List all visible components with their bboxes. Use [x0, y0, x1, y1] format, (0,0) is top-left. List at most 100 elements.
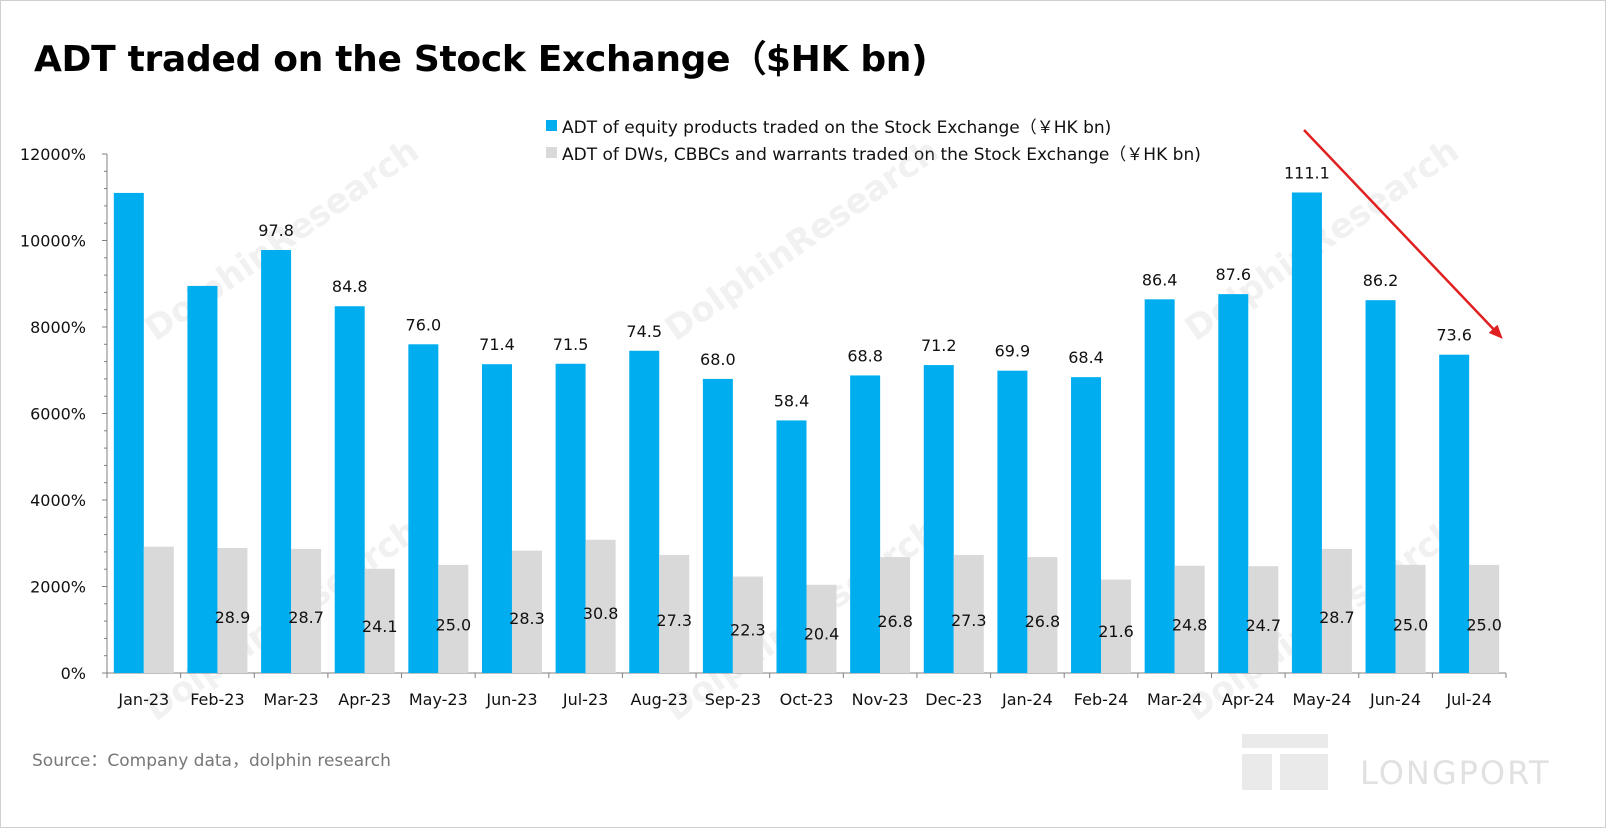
- data-label-equity: 84.8: [332, 277, 368, 296]
- legend-item-equity: ADT of equity products traded on the Sto…: [546, 112, 1201, 139]
- legend: ADT of equity products traded on the Sto…: [546, 112, 1201, 166]
- bar-warrants: [1248, 566, 1279, 673]
- data-label-equity: 68.0: [700, 350, 736, 369]
- data-label-warrants: 22.3: [730, 621, 766, 640]
- bar-equity: [113, 192, 144, 674]
- y-tick-label: 6000%: [30, 405, 86, 424]
- data-label-warrants: 28.7: [288, 608, 324, 627]
- y-tick-label: 2000%: [30, 578, 86, 597]
- bar-warrants: [364, 568, 395, 673]
- bar-equity: [997, 370, 1028, 673]
- x-tick-label: Jul-24: [1445, 690, 1491, 709]
- data-label-equity: 68.8: [847, 346, 883, 365]
- x-tick-label: Mar-23: [263, 690, 318, 709]
- trend-arrow: [1303, 129, 1503, 339]
- data-label-warrants: 26.8: [1025, 612, 1061, 631]
- x-tick-label: Sep-23: [705, 690, 761, 709]
- data-label-warrants: 30.8: [583, 604, 619, 623]
- y-tick-label: 8000%: [30, 318, 86, 337]
- longport-logo-icon: [1242, 734, 1328, 790]
- bar-equity: [702, 378, 733, 673]
- bar-equity: [261, 250, 292, 673]
- bar-warrants: [585, 539, 616, 673]
- bar-warrants: [291, 548, 322, 673]
- data-label-warrants: 24.1: [362, 617, 398, 636]
- chart-title: ADT traded on the Stock Exchange（$HK bn): [34, 39, 928, 80]
- legend-label-equity: ADT of equity products traded on the Sto…: [562, 118, 1112, 138]
- bar-equity: [555, 363, 586, 673]
- bar-equity: [408, 344, 439, 673]
- bar-warrants: [511, 550, 542, 673]
- x-tick-label: Apr-24: [1222, 690, 1275, 709]
- legend-swatch-equity: [546, 120, 557, 131]
- x-tick-label: Jan-24: [1001, 690, 1053, 709]
- bar-warrants: [659, 554, 690, 673]
- data-label-warrants: 28.7: [1319, 608, 1355, 627]
- x-tick-label: Oct-23: [780, 690, 834, 709]
- y-tick-label: 4000%: [30, 491, 86, 510]
- bar-warrants: [1174, 565, 1205, 673]
- bar-warrants: [880, 557, 911, 673]
- longport-logo: LONGPORT: [1360, 754, 1551, 792]
- bar-equity: [1218, 294, 1249, 673]
- bar-warrants: [1469, 564, 1500, 673]
- source-note: Source：Company data，dolphin research: [32, 751, 391, 771]
- x-tick-label: Mar-24: [1147, 690, 1202, 709]
- x-tick-label: Jul-23: [562, 690, 608, 709]
- data-label-warrants: 26.8: [877, 612, 913, 631]
- bar-equity: [187, 285, 218, 673]
- bar-equity: [1439, 354, 1470, 673]
- x-tick-label: Nov-23: [852, 690, 909, 709]
- data-label-equity: 76.0: [406, 315, 442, 334]
- data-label-equity: 71.2: [921, 336, 957, 355]
- bar-equity: [923, 365, 954, 673]
- y-tick-label: 0%: [61, 664, 86, 683]
- bar-equity: [850, 375, 881, 673]
- x-tick-label: Dec-23: [925, 690, 982, 709]
- x-tick-label: May-24: [1292, 690, 1351, 709]
- data-label-equity: 87.6: [1215, 265, 1251, 284]
- data-label-warrants: 25.0: [1466, 615, 1502, 634]
- bar-warrants: [1321, 548, 1352, 673]
- x-tick-label: Feb-23: [190, 690, 244, 709]
- x-tick-label: Jan-23: [117, 690, 169, 709]
- bar-warrants: [732, 576, 763, 673]
- data-label-equity: 69.9: [995, 342, 1031, 361]
- data-label-equity: 97.8: [258, 221, 294, 240]
- data-label-equity: 86.2: [1363, 271, 1399, 290]
- x-tick-label: Feb-24: [1074, 690, 1128, 709]
- data-label-warrants: 25.0: [1393, 615, 1429, 634]
- bar-warrants: [1027, 557, 1058, 673]
- bar-warrants: [143, 546, 174, 673]
- bar-warrants: [1101, 579, 1132, 673]
- data-label-equity: 68.4: [1068, 348, 1104, 367]
- bar-equity: [334, 306, 365, 673]
- data-label-equity: 86.4: [1142, 270, 1178, 289]
- legend-item-warrants: ADT of DWs, CBBCs and warrants traded on…: [546, 139, 1201, 166]
- data-label-warrants: 20.4: [804, 624, 840, 643]
- legend-label-warrants: ADT of DWs, CBBCs and warrants traded on…: [562, 145, 1201, 165]
- bar-warrants: [217, 548, 248, 673]
- data-label-equity: 71.5: [553, 335, 589, 354]
- x-tick-label: Apr-23: [338, 690, 391, 709]
- data-label-warrants: 27.3: [951, 611, 987, 630]
- bar-equity: [629, 350, 660, 673]
- data-label-equity: 71.4: [479, 335, 515, 354]
- bar-equity: [481, 364, 512, 673]
- data-label-warrants: 28.3: [509, 609, 545, 628]
- bar-warrants: [953, 554, 984, 673]
- data-label-warrants: 27.3: [656, 611, 692, 630]
- bar-equity: [1291, 192, 1322, 673]
- x-tick-label: Aug-23: [631, 690, 688, 709]
- data-label-equity: 58.4: [774, 391, 810, 410]
- x-tick-label: Jun-23: [485, 690, 537, 709]
- bar-equity: [1144, 299, 1175, 673]
- data-label-warrants: 21.6: [1098, 622, 1134, 641]
- bars: [113, 192, 1500, 674]
- data-label-warrants: 28.9: [215, 608, 251, 627]
- data-label-warrants: 25.0: [436, 615, 472, 634]
- legend-swatch-warrants: [546, 147, 557, 158]
- y-tick-label: 12000%: [20, 145, 86, 164]
- data-label-equity: 111.1: [1284, 163, 1330, 182]
